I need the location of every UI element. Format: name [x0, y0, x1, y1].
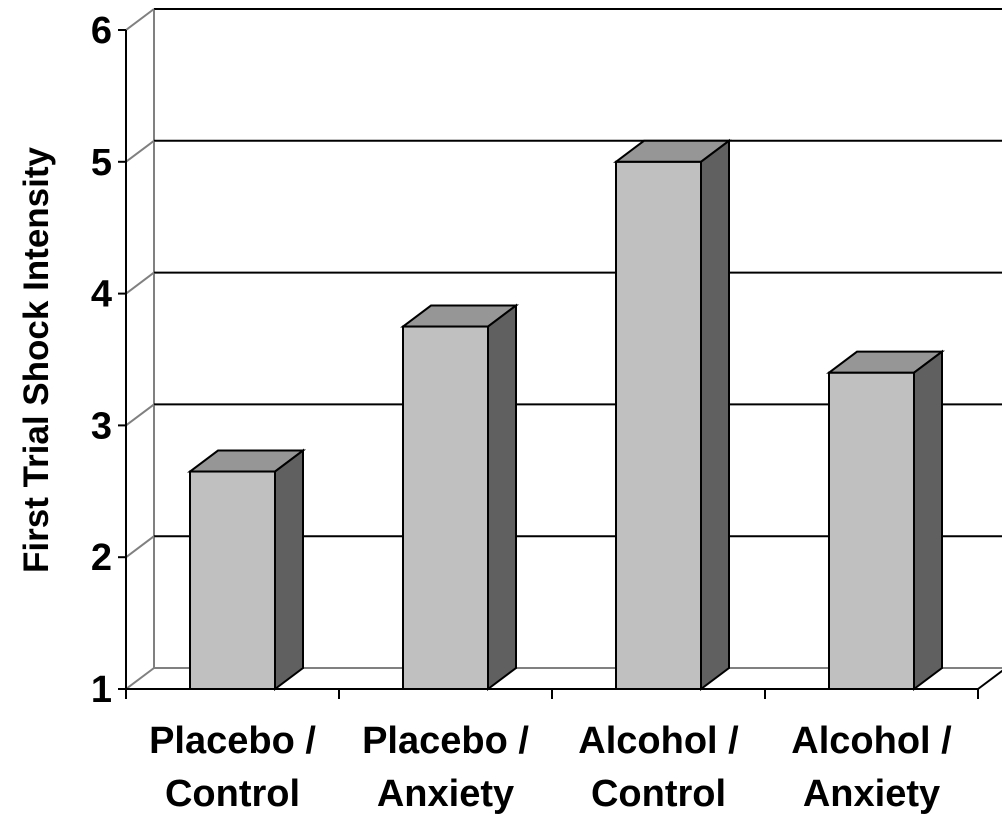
x-category-label-line: Control	[591, 773, 726, 815]
bar-side-face	[274, 448, 304, 691]
y-tick-labels: 1 2 3 4 5 6	[91, 10, 112, 711]
bar-front-face	[402, 325, 489, 690]
x-category-label-line: Alcohol /	[791, 720, 952, 762]
y-tick-label: 1	[91, 669, 112, 711]
bar-front-face	[828, 371, 915, 690]
x-category-label-line: Anxiety	[803, 773, 940, 815]
bar-side-face	[913, 349, 943, 691]
axes	[118, 29, 979, 699]
bar-side-face	[700, 138, 730, 691]
y-tick-label: 4	[91, 274, 112, 316]
x-category-label: Placebo / Control	[149, 720, 316, 815]
x-category-label-line: Control	[165, 773, 300, 815]
y-axis-label: First Trial Shock Intensity	[17, 146, 56, 572]
bar	[613, 138, 732, 691]
x-category-label: Alcohol / Control	[578, 720, 739, 815]
bar-side-face	[487, 303, 517, 691]
side-wall-gridline	[125, 8, 155, 31]
x-category-label-line: Anxiety	[377, 773, 514, 815]
bars	[187, 138, 945, 691]
bar	[826, 349, 945, 691]
bar-front-face	[615, 160, 702, 691]
side-wall-gridline	[125, 403, 155, 427]
x-category-label-line: Placebo /	[149, 720, 316, 762]
x-category-label: Alcohol / Anxiety	[791, 720, 952, 815]
bar	[187, 448, 306, 691]
bar-front-face	[189, 470, 276, 690]
bar	[400, 303, 519, 691]
y-tick-label: 6	[91, 10, 112, 52]
side-wall-gridline	[125, 667, 155, 690]
floor-right-edge	[977, 669, 1002, 690]
y-tick-label: 2	[91, 537, 112, 579]
gridlines	[125, 8, 1002, 690]
x-category-label-line: Placebo /	[362, 720, 529, 762]
side-wall-gridline	[125, 140, 155, 163]
y-tick-label: 5	[91, 142, 112, 184]
x-category-label-line: Alcohol /	[578, 720, 739, 762]
side-wall-gridline	[125, 271, 155, 295]
side-wall-gridline	[125, 535, 155, 559]
x-category-label: Placebo / Anxiety	[362, 720, 529, 815]
y-tick-label: 3	[91, 405, 112, 447]
